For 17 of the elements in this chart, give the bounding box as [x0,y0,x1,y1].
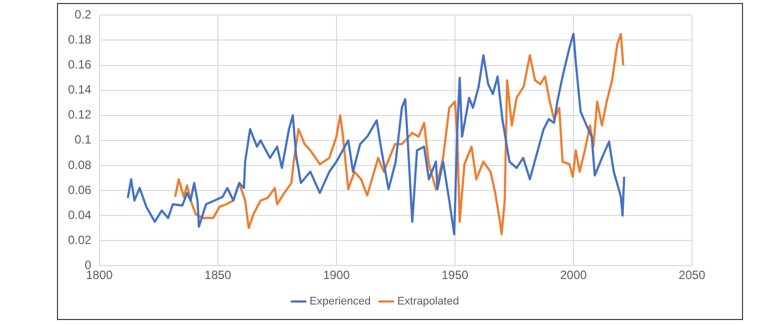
x-tick-label: 1900 [323,268,350,282]
y-tick-label: 0.12 [68,108,92,122]
x-tick-label: 1950 [442,268,469,282]
y-tick-label: 0.1 [74,132,92,147]
x-tick-label: 1850 [204,268,232,282]
legend-label: Extrapolated [397,296,459,308]
y-tick-label: 0.02 [68,232,92,247]
y-tick-label: 0.18 [68,32,92,47]
x-tick-label: 2000 [560,268,588,282]
x-tick-label: 2050 [678,268,706,282]
y-tick-label: 0.04 [68,208,92,222]
y-tick-label: 0.06 [68,182,92,197]
y-tick-label: 0.14 [68,82,92,97]
y-tick-label: 0.2 [74,8,92,22]
y-tick-label: 0.08 [68,158,92,172]
legend-label: Experienced [310,296,371,308]
y-tick-label: 0.16 [68,58,92,72]
